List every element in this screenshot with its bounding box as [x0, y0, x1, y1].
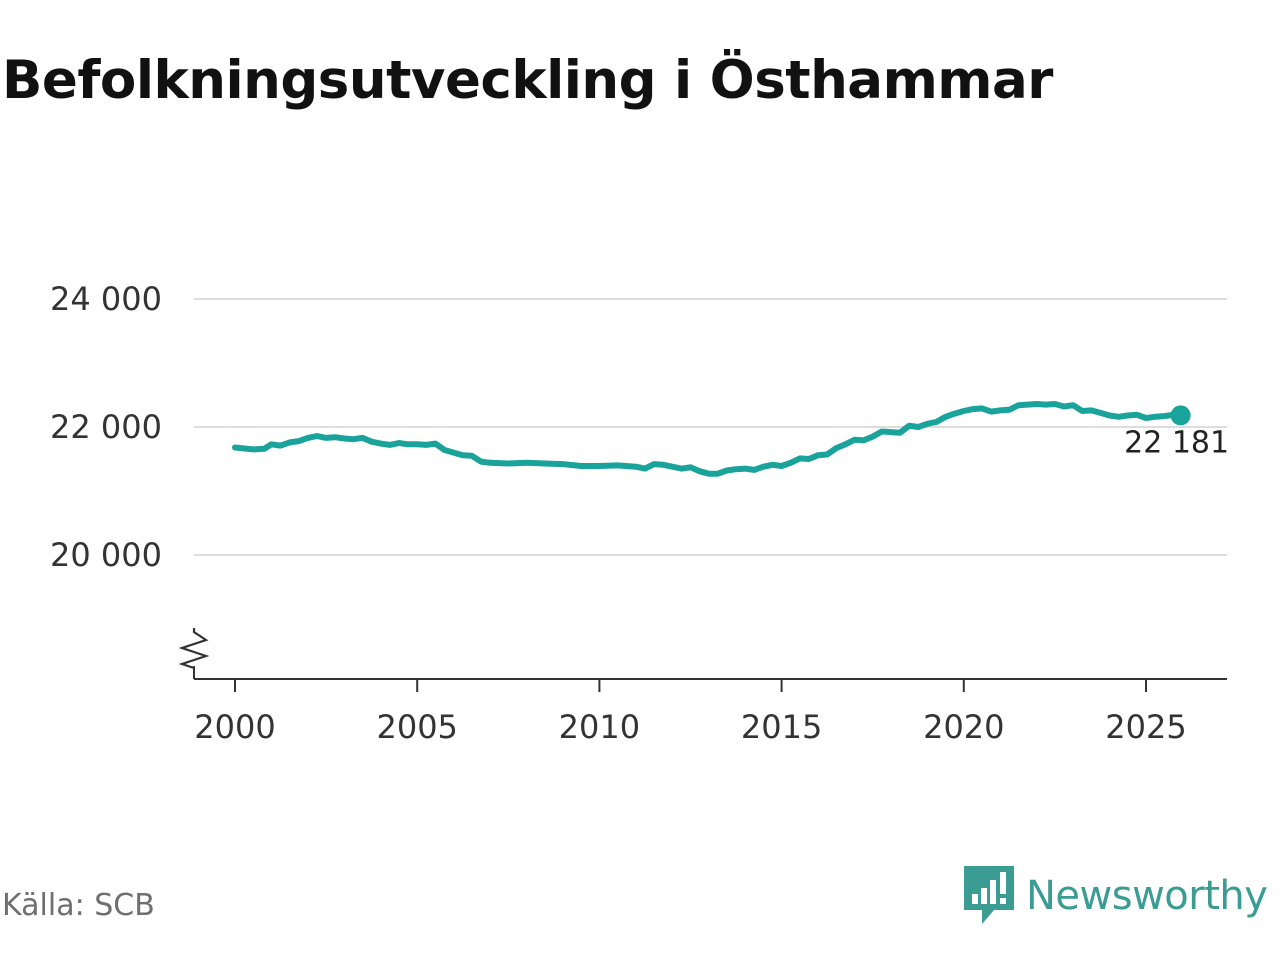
chart-title: Befolkningsutveckling i Östhammar: [2, 50, 1053, 111]
y-tick-label-24000: 24 000: [50, 280, 162, 318]
x-axis-ticks: [234, 679, 1147, 692]
x-tick-label-2000: 2000: [194, 708, 275, 746]
grid-lines: [194, 298, 1227, 556]
brand-logo: Newsworthy: [964, 866, 1268, 926]
source-note: Källa: SCB: [2, 888, 155, 923]
x-tick-label-2025: 2025: [1105, 708, 1186, 746]
brand-name: Newsworthy: [1026, 873, 1268, 919]
x-axis-tick-labels: 2000 2005 2010 2015 2020 2025: [194, 708, 1186, 746]
series-line-befolkning: [232, 401, 1184, 477]
end-point-marker: [1170, 405, 1191, 426]
axes: [178, 628, 1227, 680]
newsworthy-logo-icon: [964, 866, 1014, 924]
x-tick-label-2015: 2015: [741, 708, 822, 746]
x-tick-label-2020: 2020: [923, 708, 1004, 746]
x-tick-label-2005: 2005: [376, 708, 457, 746]
y-tick-label-22000: 22 000: [50, 408, 162, 446]
x-tick-label-2010: 2010: [559, 708, 640, 746]
y-axis-tick-labels: 20 000 22 000 24 000: [50, 280, 162, 574]
axis-break-icon: [178, 628, 210, 670]
end-value-label: 22 181: [1124, 425, 1229, 460]
y-tick-label-20000: 20 000: [50, 536, 162, 574]
